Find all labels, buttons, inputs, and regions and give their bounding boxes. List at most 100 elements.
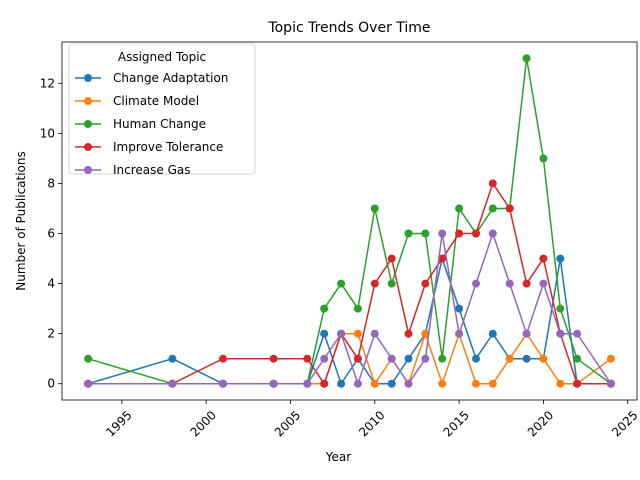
data-point <box>488 179 497 188</box>
series-4 <box>84 229 615 388</box>
data-point <box>404 354 413 363</box>
legend-marker <box>84 74 92 82</box>
data-point <box>472 354 480 363</box>
data-point <box>488 379 497 388</box>
legend-item: Climate Model <box>75 94 199 108</box>
data-point <box>370 204 379 213</box>
data-point <box>387 254 396 263</box>
legend-label: Human Change <box>113 117 206 131</box>
data-point <box>455 329 464 338</box>
chart-title: Topic Trends Over Time <box>267 20 430 36</box>
data-point <box>505 279 514 288</box>
data-point <box>438 229 447 238</box>
legend-item: Human Change <box>75 117 206 131</box>
data-point <box>556 379 565 388</box>
y-tick-label: 12 <box>40 76 55 90</box>
data-point <box>472 229 480 238</box>
data-point <box>404 379 413 388</box>
data-point <box>455 304 464 313</box>
data-point <box>168 354 177 363</box>
data-point <box>337 379 346 388</box>
legend: Assigned Topic Change Adaptation Climate … <box>68 43 256 177</box>
data-point <box>421 279 430 288</box>
data-point <box>421 229 430 238</box>
legend-marker <box>84 120 92 128</box>
data-point <box>387 354 396 363</box>
legend-title: Assigned Topic <box>118 50 206 64</box>
data-point <box>303 354 312 363</box>
data-point <box>522 54 531 63</box>
data-point <box>84 379 93 388</box>
legend-label: Increase Gas <box>113 163 191 177</box>
legend-marker <box>84 143 92 151</box>
data-point <box>320 379 329 388</box>
data-point <box>337 329 346 338</box>
data-point <box>522 354 531 363</box>
y-tick-label: 10 <box>40 126 55 140</box>
series-line <box>88 231 612 387</box>
y-tick-label: 6 <box>47 227 55 241</box>
legend-marker <box>84 166 92 174</box>
legend-marker <box>84 97 92 105</box>
data-point <box>84 354 93 363</box>
y-tick-label: 2 <box>47 327 55 341</box>
plot-frame <box>61 41 638 401</box>
y-tick-label: 8 <box>47 176 55 190</box>
data-point <box>539 154 548 163</box>
data-point <box>387 279 396 288</box>
data-point <box>606 379 615 388</box>
data-point <box>488 204 497 213</box>
data-point <box>337 279 346 288</box>
y-axis-label: Number of Publications <box>14 151 28 291</box>
data-point <box>370 379 379 388</box>
data-point <box>539 254 548 263</box>
data-point <box>556 254 565 263</box>
legend-label: Change Adaptation <box>113 71 228 85</box>
data-point <box>505 354 514 363</box>
legend-item: Improve Tolerance <box>75 140 223 154</box>
data-point <box>539 354 548 363</box>
data-point <box>219 354 227 363</box>
data-point <box>488 329 497 338</box>
data-point <box>455 204 464 213</box>
data-point <box>320 304 329 313</box>
legend-item: Change Adaptation <box>75 71 228 85</box>
data-point <box>353 304 362 313</box>
data-point <box>472 379 480 388</box>
data-point <box>404 229 413 238</box>
series-line <box>88 181 611 386</box>
data-point <box>370 279 379 288</box>
data-point <box>455 229 464 238</box>
data-point <box>556 304 565 313</box>
data-point <box>320 354 329 363</box>
data-point <box>353 354 362 363</box>
data-point <box>269 354 278 363</box>
data-point <box>404 329 413 338</box>
legend-label: Improve Tolerance <box>113 140 223 154</box>
data-point <box>387 379 396 388</box>
data-point <box>438 354 447 363</box>
data-point <box>505 204 514 213</box>
y-tick-label: 4 <box>47 277 55 291</box>
data-point <box>438 254 447 263</box>
data-point <box>488 229 497 238</box>
legend-box <box>68 43 256 175</box>
data-point <box>353 329 362 338</box>
data-point <box>606 354 615 363</box>
data-point <box>269 379 278 388</box>
data-point <box>353 379 362 388</box>
data-point <box>219 379 227 388</box>
y-tick-label: 0 <box>47 377 55 391</box>
data-point <box>421 354 430 363</box>
legend-item: Increase Gas <box>75 163 191 177</box>
data-point <box>522 329 531 338</box>
data-point <box>539 279 548 288</box>
data-point <box>556 329 565 338</box>
x-axis-label: Year <box>325 450 351 464</box>
data-point <box>370 329 379 338</box>
data-point <box>168 379 177 388</box>
data-point <box>303 379 312 388</box>
plot-area <box>84 54 615 388</box>
data-point <box>472 279 480 288</box>
